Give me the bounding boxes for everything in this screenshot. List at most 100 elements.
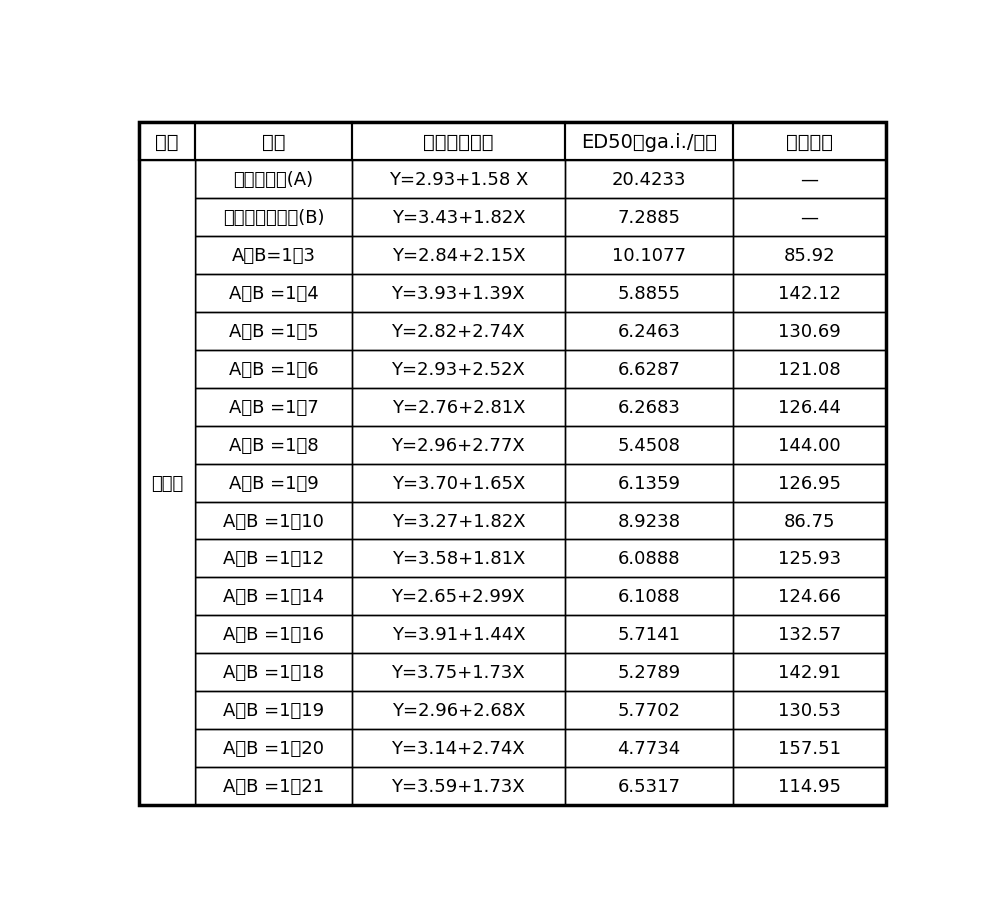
Text: 6.2683: 6.2683 bbox=[617, 398, 680, 416]
Bar bbox=[733, 350, 886, 389]
Bar bbox=[352, 616, 565, 653]
Bar bbox=[139, 237, 195, 275]
Text: 132.57: 132.57 bbox=[778, 626, 841, 643]
Text: A：B =1：19: A：B =1：19 bbox=[223, 701, 324, 720]
Text: Y=3.70+1.65X: Y=3.70+1.65X bbox=[392, 474, 525, 492]
Bar bbox=[195, 426, 352, 464]
Text: —: — bbox=[800, 209, 818, 227]
Text: A：B =1：7: A：B =1：7 bbox=[229, 398, 318, 416]
Bar bbox=[139, 350, 195, 389]
Bar bbox=[565, 199, 733, 237]
Bar bbox=[565, 123, 733, 161]
Bar bbox=[195, 312, 352, 350]
Bar bbox=[195, 464, 352, 502]
Bar bbox=[565, 502, 733, 539]
Bar bbox=[733, 730, 886, 767]
Bar bbox=[352, 691, 565, 730]
Bar bbox=[195, 539, 352, 578]
Text: Y=2.84+2.15X: Y=2.84+2.15X bbox=[392, 246, 525, 265]
Bar bbox=[352, 578, 565, 616]
Bar bbox=[195, 616, 352, 653]
Bar bbox=[352, 767, 565, 805]
Text: 5.4508: 5.4508 bbox=[617, 437, 680, 454]
Text: 6.0888: 6.0888 bbox=[618, 550, 680, 568]
Bar bbox=[139, 161, 195, 805]
Bar bbox=[195, 502, 352, 539]
Text: A：B =1：5: A：B =1：5 bbox=[229, 323, 318, 340]
Bar bbox=[565, 767, 733, 805]
Bar bbox=[352, 275, 565, 312]
Bar bbox=[139, 389, 195, 426]
Text: Y=2.82+2.74X: Y=2.82+2.74X bbox=[391, 323, 525, 340]
Text: A：B =1：10: A：B =1：10 bbox=[223, 512, 324, 530]
Bar bbox=[565, 578, 733, 616]
Text: 氯吡嘧磺隆(A): 氯吡嘧磺隆(A) bbox=[233, 171, 313, 188]
Text: 5.7702: 5.7702 bbox=[617, 701, 680, 720]
Bar bbox=[733, 464, 886, 502]
Text: Y=3.43+1.82X: Y=3.43+1.82X bbox=[392, 209, 525, 227]
Bar bbox=[139, 161, 195, 805]
Text: 杂草: 杂草 bbox=[155, 132, 179, 152]
Text: 144.00: 144.00 bbox=[778, 437, 841, 454]
Text: Y=2.96+2.68X: Y=2.96+2.68X bbox=[392, 701, 525, 720]
Text: 121.08: 121.08 bbox=[778, 360, 841, 379]
Bar bbox=[195, 389, 352, 426]
Bar bbox=[352, 730, 565, 767]
Text: 6.1088: 6.1088 bbox=[618, 588, 680, 606]
Text: Y=3.91+1.44X: Y=3.91+1.44X bbox=[392, 626, 525, 643]
Text: 8.9238: 8.9238 bbox=[617, 512, 680, 530]
Bar bbox=[352, 539, 565, 578]
Bar bbox=[565, 691, 733, 730]
Text: 7.2885: 7.2885 bbox=[617, 209, 680, 227]
Text: A：B=1：3: A：B=1：3 bbox=[231, 246, 315, 265]
Text: 高效氟吡甲禾灵(B): 高效氟吡甲禾灵(B) bbox=[223, 209, 324, 227]
Bar bbox=[139, 730, 195, 767]
Bar bbox=[733, 275, 886, 312]
Bar bbox=[195, 691, 352, 730]
Bar bbox=[733, 312, 886, 350]
Text: 6.5317: 6.5317 bbox=[617, 777, 680, 795]
Text: Y=3.59+1.73X: Y=3.59+1.73X bbox=[391, 777, 525, 795]
Bar bbox=[195, 767, 352, 805]
Text: 142.12: 142.12 bbox=[778, 285, 841, 302]
Bar bbox=[352, 502, 565, 539]
Bar bbox=[733, 502, 886, 539]
Text: 85.92: 85.92 bbox=[784, 246, 835, 265]
Text: 毒力回归直线: 毒力回归直线 bbox=[423, 132, 494, 152]
Text: 鸭跖草: 鸭跖草 bbox=[151, 474, 183, 492]
Bar bbox=[733, 616, 886, 653]
Text: A：B =1：18: A：B =1：18 bbox=[223, 664, 324, 682]
Text: 126.44: 126.44 bbox=[778, 398, 841, 416]
Text: 药剂: 药剂 bbox=[262, 132, 285, 152]
Bar bbox=[565, 653, 733, 691]
Bar bbox=[565, 312, 733, 350]
Bar bbox=[139, 123, 195, 161]
Bar bbox=[352, 312, 565, 350]
Bar bbox=[565, 389, 733, 426]
Bar bbox=[139, 199, 195, 237]
Text: A：B =1：16: A：B =1：16 bbox=[223, 626, 324, 643]
Bar bbox=[139, 767, 195, 805]
Text: 130.53: 130.53 bbox=[778, 701, 841, 720]
Bar bbox=[352, 653, 565, 691]
Bar bbox=[565, 539, 733, 578]
Text: 5.2789: 5.2789 bbox=[617, 664, 680, 682]
Bar bbox=[139, 539, 195, 578]
Text: 20.4233: 20.4233 bbox=[612, 171, 686, 188]
Bar bbox=[733, 199, 886, 237]
Text: Y=3.93+1.39X: Y=3.93+1.39X bbox=[391, 285, 525, 302]
Bar bbox=[733, 653, 886, 691]
Bar bbox=[352, 237, 565, 275]
Bar bbox=[733, 161, 886, 199]
Text: 6.2463: 6.2463 bbox=[617, 323, 680, 340]
Text: 共毒系数: 共毒系数 bbox=[786, 132, 833, 152]
Bar bbox=[352, 464, 565, 502]
Bar bbox=[195, 199, 352, 237]
Bar bbox=[195, 161, 352, 199]
Bar bbox=[352, 123, 565, 161]
Bar bbox=[195, 350, 352, 389]
Text: 142.91: 142.91 bbox=[778, 664, 841, 682]
Bar bbox=[352, 350, 565, 389]
Bar bbox=[733, 691, 886, 730]
Bar bbox=[352, 161, 565, 199]
